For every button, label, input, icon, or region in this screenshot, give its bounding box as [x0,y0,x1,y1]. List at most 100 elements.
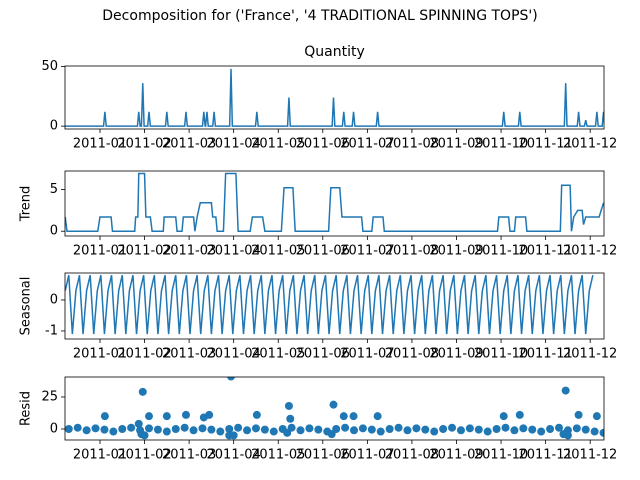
figure-title: Decomposition for ('France', '4 TRADITIO… [102,8,537,24]
resid-point [180,423,189,432]
x-tick-label: 2011-10 [474,347,528,362]
x-tick-label: 2011-06 [296,244,350,259]
x-tick-label: 2011-02 [117,347,171,362]
resid-point [181,410,190,419]
resid-point [376,427,385,436]
x-tick-label: 2011-11 [518,448,572,463]
x-tick-label: 2011-04 [207,347,261,362]
resid-point [572,424,581,433]
resid-point [327,430,336,439]
resid-point [234,423,243,432]
resid-point [367,425,376,434]
resid-point [284,401,293,410]
resid-point [403,426,412,435]
series-line [65,275,594,335]
resid-point [412,424,421,433]
axes-title: Quantity [304,44,365,60]
resid-point [229,431,238,440]
resid-point [329,400,338,409]
x-tick-label: 2011-12 [563,137,617,152]
resid-point [349,412,358,421]
resid-point [492,424,501,433]
resid-point [118,424,127,433]
resid-point [216,427,225,436]
plot-area [65,377,604,440]
x-tick-label: 2011-07 [340,347,394,362]
x-tick-label: 2011-05 [251,244,305,259]
resid-point [430,427,439,436]
resid-point [286,414,295,423]
resid-point [227,377,235,381]
resid-point [251,424,260,433]
resid-point [474,425,483,434]
x-tick-label: 2011-09 [429,137,483,152]
x-tick-label: 2011-06 [296,137,350,152]
resid-point [269,427,278,436]
resid-point [162,412,171,421]
resid-point [145,424,154,433]
resid-point [510,426,519,435]
x-tick-label: 2011-04 [207,137,261,152]
resid-point [581,425,590,434]
y-axis-label: Trend [19,186,34,223]
x-tick-label: 2011-11 [518,244,572,259]
resid-point [82,426,91,435]
resid-point [314,425,323,434]
resid-point [140,431,149,440]
axes-frame [64,170,605,237]
resid-point [599,428,604,437]
x-tick-label: 2011-07 [340,244,394,259]
resid-point [501,423,510,432]
resid-point [171,424,180,433]
x-tick-label: 2011-12 [563,244,617,259]
x-tick-label: 2011-09 [429,448,483,463]
resid-point [127,423,136,432]
resid-point [205,410,214,419]
resid-point [198,424,207,433]
resid-point [499,412,508,421]
y-tick-label: 25 [41,389,58,404]
x-tick-label: 2011-05 [251,448,305,463]
axes-frame [64,65,605,130]
x-tick-label: 2011-10 [474,448,528,463]
resid-point [394,423,403,432]
x-tick-label: 2011-12 [563,448,617,463]
resid-point [515,410,524,419]
x-tick-label: 2011-01 [73,137,127,152]
axes-frame [64,376,605,441]
resid-point [189,426,198,435]
x-tick-label: 2011-02 [117,137,171,152]
axes-frame [64,272,605,340]
resid-point [341,423,350,432]
resid-point [456,426,465,435]
y-tick-label: 0 [50,119,58,134]
resid-point [100,425,109,434]
x-tick-label: 2011-03 [162,244,216,259]
resid-point [561,386,570,395]
resid-point [283,428,292,437]
series-line [65,172,604,232]
x-tick-label: 2011-08 [385,448,439,463]
y-tick-label: -1 [45,323,58,338]
plot-area [65,68,604,127]
resid-point [349,426,358,435]
resid-point [563,431,572,440]
resid-point [134,419,143,428]
x-tick-label: 2011-08 [385,137,439,152]
x-tick-label: 2011-04 [207,244,261,259]
x-tick-label: 2011-06 [296,347,350,362]
x-tick-label: 2011-08 [385,347,439,362]
y-axis-label: Seasonal [19,277,34,336]
y-tick-label: 5 [50,182,58,197]
resid-point [260,425,269,434]
y-axis-label: Resid [19,391,34,426]
x-tick-label: 2011-01 [73,347,127,362]
x-tick-label: 2011-10 [474,244,528,259]
x-tick-label: 2011-10 [474,137,528,152]
resid-point [243,426,252,435]
resid-point [145,412,154,421]
resid-point [465,424,474,433]
x-tick-label: 2011-06 [296,448,350,463]
resid-point [91,424,100,433]
resid-point [109,427,118,436]
